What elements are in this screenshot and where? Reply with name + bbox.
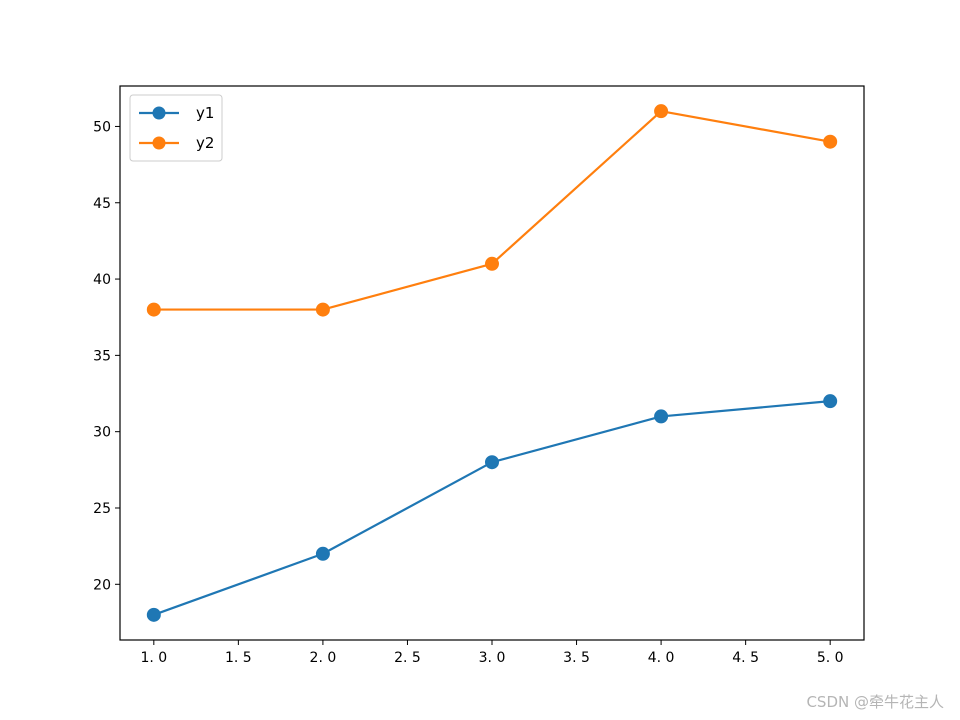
legend-marker-y2 <box>152 136 166 150</box>
y-tick-label: 20 <box>93 577 111 593</box>
x-tick-label: 1. 0 <box>140 650 167 666</box>
data-point-y1 <box>654 409 669 424</box>
plot-frame <box>119 85 865 641</box>
x-tick-label: 1. 5 <box>225 650 252 666</box>
data-point-y1 <box>146 607 161 622</box>
data-point-y1 <box>485 455 499 470</box>
y-tick-label: 45 <box>93 196 111 212</box>
data-point-y2 <box>823 134 838 149</box>
legend-label-y1: y1 <box>196 104 214 122</box>
y-axis: 20 25 30 35 40 45 50 <box>93 119 120 593</box>
watermark: CSDN @牵牛花主人 <box>806 693 944 711</box>
y-tick-label: 35 <box>93 348 111 364</box>
legend-marker-y1 <box>152 106 166 120</box>
x-tick-label: 5. 0 <box>817 650 844 666</box>
data-point-y2 <box>315 302 330 317</box>
series-layer <box>146 104 838 622</box>
data-point-y2 <box>146 302 161 317</box>
x-tick-label: 2. 5 <box>394 650 421 666</box>
y-tick-label: 30 <box>93 425 111 441</box>
data-point-y1 <box>315 546 330 561</box>
x-tick-label: 4. 5 <box>732 650 759 666</box>
plot-area <box>120 86 864 640</box>
x-tick-label: 2. 0 <box>310 650 337 666</box>
x-tick-label: 4. 0 <box>648 650 675 666</box>
x-axis: 1. 0 1. 5 2. 0 2. 5 3. 0 3. 5 4. 0 4. 5 5. 0 <box>140 640 844 666</box>
y-tick-label: 25 <box>93 501 111 517</box>
y-tick-label: 40 <box>93 272 111 288</box>
legend: y1 y2 <box>129 94 223 162</box>
y-tick-label: 50 <box>93 119 111 135</box>
x-tick-label: 3. 0 <box>479 650 506 666</box>
data-point-y2 <box>654 104 669 119</box>
legend-label-y2: y2 <box>196 134 214 152</box>
data-point-y2 <box>485 256 499 271</box>
x-tick-label: 3. 5 <box>563 650 590 666</box>
data-point-y1 <box>823 394 838 409</box>
